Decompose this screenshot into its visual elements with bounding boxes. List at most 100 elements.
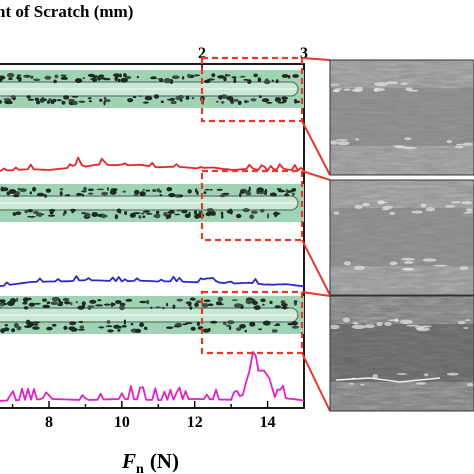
- debris-particle: [273, 211, 279, 216]
- debris-particle: [134, 328, 142, 333]
- sem-flake: [354, 204, 363, 209]
- debris-particle: [111, 188, 118, 191]
- debris-particle: [226, 96, 234, 101]
- debris-particle: [143, 326, 148, 330]
- debris-particle: [159, 194, 163, 197]
- debris-particle: [124, 211, 128, 215]
- debris-particle: [118, 73, 122, 78]
- debris-particle: [217, 296, 224, 302]
- debris-particle: [168, 193, 176, 198]
- sem-flake: [399, 319, 413, 324]
- debris-particle: [194, 213, 200, 219]
- debris-particle: [150, 306, 153, 309]
- debris-particle: [166, 326, 174, 330]
- debris-particle: [245, 299, 253, 305]
- debris-particle: [203, 191, 207, 195]
- debris-particle: [181, 76, 185, 80]
- debris-particle: [99, 98, 103, 103]
- debris-particle: [163, 78, 172, 84]
- debris-particle: [196, 321, 200, 326]
- sem-flake: [433, 264, 447, 267]
- debris-particle: [245, 191, 252, 196]
- debris-particle: [114, 214, 119, 220]
- sem-flake: [408, 89, 419, 92]
- debris-particle: [104, 99, 111, 103]
- debris-particle: [59, 188, 64, 191]
- debris-particle: [145, 189, 150, 192]
- debris-particle: [260, 209, 265, 213]
- magnify-connector: [301, 352, 331, 412]
- debris-particle: [27, 98, 35, 101]
- debris-particle: [74, 78, 83, 84]
- sem-frame: [329, 59, 474, 176]
- debris-particle: [129, 212, 136, 218]
- debris-particle: [132, 212, 141, 215]
- debris-particle: [53, 79, 57, 84]
- debris-particle: [30, 75, 34, 80]
- debris-particle: [4, 101, 13, 105]
- debris-particle: [0, 77, 3, 83]
- debris-particle: [23, 306, 29, 310]
- debris-particle: [189, 297, 196, 301]
- debris-particle: [173, 325, 181, 328]
- debris-particle: [256, 187, 264, 192]
- debris-particle: [33, 302, 41, 305]
- debris-particle: [91, 212, 99, 217]
- debris-particle: [136, 75, 139, 79]
- debris-particle: [237, 100, 242, 106]
- debris-particle: [62, 297, 70, 302]
- debris-particle: [16, 74, 22, 76]
- sem-flake: [466, 383, 474, 387]
- debris-particle: [253, 73, 259, 78]
- debris-particle: [258, 95, 262, 98]
- sem-flake: [420, 325, 433, 328]
- debris-particle: [91, 75, 99, 78]
- debris-particle: [63, 95, 70, 100]
- debris-particle: [72, 100, 78, 106]
- debris-particle: [142, 188, 145, 191]
- debris-particle: [250, 98, 257, 102]
- debris-particle: [234, 303, 242, 308]
- debris-particle: [32, 323, 39, 326]
- bottom-tick-label: 10: [114, 414, 130, 431]
- debris-particle: [34, 97, 39, 102]
- debris-particle: [182, 323, 188, 326]
- debris-particle: [235, 213, 242, 219]
- sem-insets: [326, 59, 474, 412]
- debris-particle: [109, 189, 117, 195]
- debris-particle: [223, 76, 227, 82]
- debris-particle: [275, 79, 279, 84]
- sem-flake: [372, 374, 379, 379]
- debris-particle: [178, 94, 184, 100]
- debris-particle: [165, 214, 169, 220]
- plot-frame: [0, 63, 305, 409]
- debris-particle: [46, 326, 53, 331]
- debris-particle: [98, 326, 105, 329]
- debris-particle: [239, 324, 246, 329]
- sem-flake: [332, 89, 341, 93]
- debris-particle: [132, 95, 137, 99]
- sem-flake: [343, 88, 351, 91]
- sem-inset-3: [329, 295, 474, 412]
- sem-frame: [329, 179, 474, 296]
- debris-particle: [152, 188, 157, 193]
- debris-particle: [130, 323, 134, 326]
- debris-particle: [119, 305, 125, 311]
- sem-flake: [396, 373, 408, 375]
- sem-flake: [425, 207, 436, 212]
- debris-particle: [185, 322, 193, 325]
- debris-particle: [170, 100, 177, 105]
- debris-particle: [261, 98, 270, 103]
- debris-particle: [71, 211, 74, 214]
- debris-particle: [32, 321, 41, 324]
- debris-particle: [262, 320, 271, 326]
- sem-flake: [335, 139, 349, 142]
- debris-particle: [133, 194, 139, 197]
- sem-grain: [330, 180, 474, 295]
- sem-flake: [360, 383, 365, 386]
- sem-flake: [388, 319, 399, 322]
- scratch-signal-traces: [0, 156, 305, 402]
- debris-particle: [207, 303, 214, 307]
- debris-particle: [76, 192, 83, 196]
